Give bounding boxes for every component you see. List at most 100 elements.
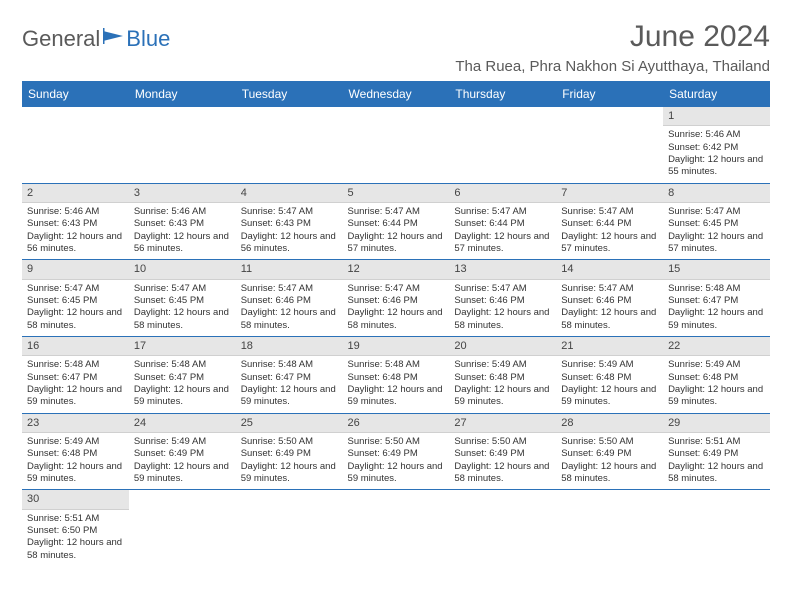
sunrise-line: Sunrise: 5:50 AM bbox=[454, 436, 551, 448]
day-number: 11 bbox=[236, 260, 343, 279]
sunset-line: Sunset: 6:46 PM bbox=[454, 295, 551, 307]
sunrise-line: Sunrise: 5:47 AM bbox=[241, 206, 338, 218]
calendar-cell: 28Sunrise: 5:50 AMSunset: 6:49 PMDayligh… bbox=[556, 413, 663, 490]
day-content: Sunrise: 5:48 AMSunset: 6:47 PMDaylight:… bbox=[663, 280, 770, 336]
day-number: 22 bbox=[663, 337, 770, 356]
calendar-cell: 10Sunrise: 5:47 AMSunset: 6:45 PMDayligh… bbox=[129, 260, 236, 337]
daylight-line: Daylight: 12 hours and 59 minutes. bbox=[134, 384, 231, 409]
sunset-line: Sunset: 6:47 PM bbox=[27, 372, 124, 384]
day-content: Sunrise: 5:47 AMSunset: 6:45 PMDaylight:… bbox=[22, 280, 129, 336]
day-content: Sunrise: 5:48 AMSunset: 6:48 PMDaylight:… bbox=[343, 356, 450, 412]
day-number: 2 bbox=[22, 184, 129, 203]
day-content: Sunrise: 5:48 AMSunset: 6:47 PMDaylight:… bbox=[129, 356, 236, 412]
day-number: 9 bbox=[22, 260, 129, 279]
calendar-cell: 26Sunrise: 5:50 AMSunset: 6:49 PMDayligh… bbox=[343, 413, 450, 490]
daylight-line: Daylight: 12 hours and 59 minutes. bbox=[348, 384, 445, 409]
day-content: Sunrise: 5:47 AMSunset: 6:44 PMDaylight:… bbox=[343, 203, 450, 259]
calendar-cell: 18Sunrise: 5:48 AMSunset: 6:47 PMDayligh… bbox=[236, 337, 343, 414]
sunset-line: Sunset: 6:47 PM bbox=[241, 372, 338, 384]
weekday-header-row: Sunday Monday Tuesday Wednesday Thursday… bbox=[22, 81, 770, 107]
calendar-cell: 13Sunrise: 5:47 AMSunset: 6:46 PMDayligh… bbox=[449, 260, 556, 337]
calendar-cell bbox=[556, 490, 663, 566]
calendar-cell: 2Sunrise: 5:46 AMSunset: 6:43 PMDaylight… bbox=[22, 183, 129, 260]
calendar-cell bbox=[22, 107, 129, 183]
sunrise-line: Sunrise: 5:50 AM bbox=[348, 436, 445, 448]
calendar-cell: 20Sunrise: 5:49 AMSunset: 6:48 PMDayligh… bbox=[449, 337, 556, 414]
sunrise-line: Sunrise: 5:47 AM bbox=[27, 283, 124, 295]
daylight-line: Daylight: 12 hours and 59 minutes. bbox=[27, 461, 124, 486]
daylight-line: Daylight: 12 hours and 56 minutes. bbox=[134, 231, 231, 256]
day-number: 14 bbox=[556, 260, 663, 279]
daylight-line: Daylight: 12 hours and 58 minutes. bbox=[241, 307, 338, 332]
day-number: 29 bbox=[663, 414, 770, 433]
month-title: June 2024 bbox=[455, 20, 770, 54]
calendar-table: Sunday Monday Tuesday Wednesday Thursday… bbox=[22, 81, 770, 566]
calendar-cell bbox=[556, 107, 663, 183]
calendar-cell bbox=[129, 107, 236, 183]
daylight-line: Daylight: 12 hours and 59 minutes. bbox=[668, 307, 765, 332]
weekday-header: Monday bbox=[129, 81, 236, 107]
sunrise-line: Sunrise: 5:50 AM bbox=[561, 436, 658, 448]
day-content: Sunrise: 5:46 AMSunset: 6:43 PMDaylight:… bbox=[129, 203, 236, 259]
calendar-cell: 27Sunrise: 5:50 AMSunset: 6:49 PMDayligh… bbox=[449, 413, 556, 490]
day-number: 3 bbox=[129, 184, 236, 203]
sunrise-line: Sunrise: 5:48 AM bbox=[348, 359, 445, 371]
day-content: Sunrise: 5:47 AMSunset: 6:44 PMDaylight:… bbox=[556, 203, 663, 259]
sunrise-line: Sunrise: 5:47 AM bbox=[454, 206, 551, 218]
sunrise-line: Sunrise: 5:51 AM bbox=[668, 436, 765, 448]
day-number: 23 bbox=[22, 414, 129, 433]
calendar-cell: 6Sunrise: 5:47 AMSunset: 6:44 PMDaylight… bbox=[449, 183, 556, 260]
day-content: Sunrise: 5:49 AMSunset: 6:48 PMDaylight:… bbox=[449, 356, 556, 412]
daylight-line: Daylight: 12 hours and 58 minutes. bbox=[561, 461, 658, 486]
sunset-line: Sunset: 6:46 PM bbox=[348, 295, 445, 307]
daylight-line: Daylight: 12 hours and 57 minutes. bbox=[348, 231, 445, 256]
calendar-cell: 22Sunrise: 5:49 AMSunset: 6:48 PMDayligh… bbox=[663, 337, 770, 414]
calendar-cell bbox=[236, 490, 343, 566]
daylight-line: Daylight: 12 hours and 56 minutes. bbox=[241, 231, 338, 256]
calendar-cell bbox=[236, 107, 343, 183]
day-content: Sunrise: 5:47 AMSunset: 6:43 PMDaylight:… bbox=[236, 203, 343, 259]
sunrise-line: Sunrise: 5:49 AM bbox=[134, 436, 231, 448]
day-number: 10 bbox=[129, 260, 236, 279]
calendar-cell: 15Sunrise: 5:48 AMSunset: 6:47 PMDayligh… bbox=[663, 260, 770, 337]
sunset-line: Sunset: 6:45 PM bbox=[27, 295, 124, 307]
calendar-cell bbox=[343, 490, 450, 566]
calendar-cell: 17Sunrise: 5:48 AMSunset: 6:47 PMDayligh… bbox=[129, 337, 236, 414]
day-number: 24 bbox=[129, 414, 236, 433]
logo: General Blue bbox=[22, 26, 170, 52]
sunset-line: Sunset: 6:49 PM bbox=[348, 448, 445, 460]
sunset-line: Sunset: 6:48 PM bbox=[561, 372, 658, 384]
weekday-header: Thursday bbox=[449, 81, 556, 107]
day-number: 4 bbox=[236, 184, 343, 203]
day-content: Sunrise: 5:47 AMSunset: 6:45 PMDaylight:… bbox=[129, 280, 236, 336]
calendar-cell bbox=[449, 107, 556, 183]
day-content: Sunrise: 5:48 AMSunset: 6:47 PMDaylight:… bbox=[236, 356, 343, 412]
sunrise-line: Sunrise: 5:47 AM bbox=[668, 206, 765, 218]
calendar-cell: 14Sunrise: 5:47 AMSunset: 6:46 PMDayligh… bbox=[556, 260, 663, 337]
sunset-line: Sunset: 6:44 PM bbox=[561, 218, 658, 230]
calendar-cell bbox=[129, 490, 236, 566]
day-number: 5 bbox=[343, 184, 450, 203]
calendar-cell: 21Sunrise: 5:49 AMSunset: 6:48 PMDayligh… bbox=[556, 337, 663, 414]
calendar-cell bbox=[663, 490, 770, 566]
daylight-line: Daylight: 12 hours and 58 minutes. bbox=[134, 307, 231, 332]
day-content: Sunrise: 5:47 AMSunset: 6:46 PMDaylight:… bbox=[236, 280, 343, 336]
daylight-line: Daylight: 12 hours and 59 minutes. bbox=[241, 384, 338, 409]
sunrise-line: Sunrise: 5:46 AM bbox=[27, 206, 124, 218]
sunrise-line: Sunrise: 5:47 AM bbox=[348, 283, 445, 295]
sunrise-line: Sunrise: 5:49 AM bbox=[668, 359, 765, 371]
day-number: 17 bbox=[129, 337, 236, 356]
daylight-line: Daylight: 12 hours and 59 minutes. bbox=[134, 461, 231, 486]
daylight-line: Daylight: 12 hours and 59 minutes. bbox=[348, 461, 445, 486]
day-number: 28 bbox=[556, 414, 663, 433]
day-content: Sunrise: 5:47 AMSunset: 6:44 PMDaylight:… bbox=[449, 203, 556, 259]
calendar-cell: 30Sunrise: 5:51 AMSunset: 6:50 PMDayligh… bbox=[22, 490, 129, 566]
day-content: Sunrise: 5:50 AMSunset: 6:49 PMDaylight:… bbox=[449, 433, 556, 489]
daylight-line: Daylight: 12 hours and 58 minutes. bbox=[454, 307, 551, 332]
day-content: Sunrise: 5:49 AMSunset: 6:48 PMDaylight:… bbox=[556, 356, 663, 412]
day-number: 16 bbox=[22, 337, 129, 356]
sunset-line: Sunset: 6:43 PM bbox=[241, 218, 338, 230]
logo-text-general: General bbox=[22, 26, 100, 52]
daylight-line: Daylight: 12 hours and 59 minutes. bbox=[454, 384, 551, 409]
day-number: 6 bbox=[449, 184, 556, 203]
